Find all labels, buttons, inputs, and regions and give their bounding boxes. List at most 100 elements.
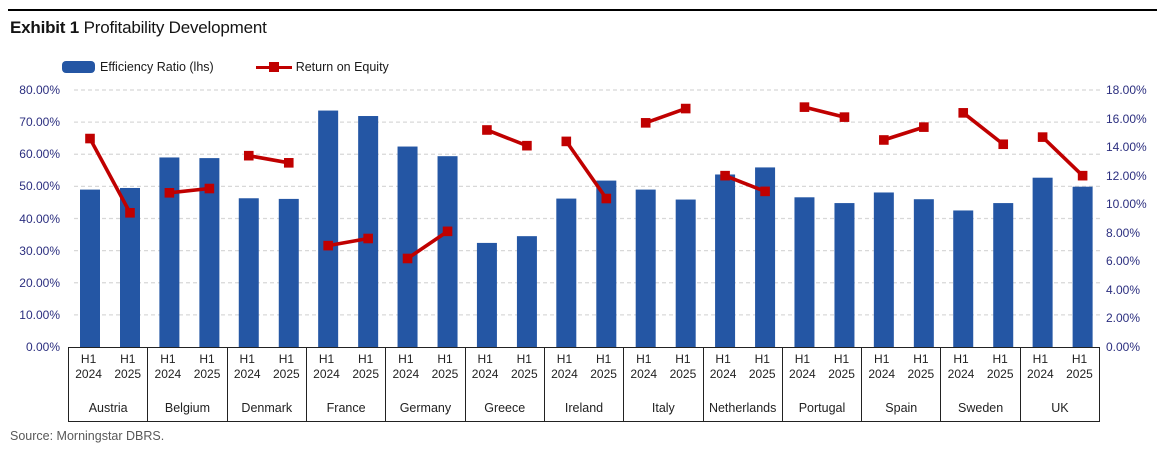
roe-marker — [402, 253, 413, 264]
top-divider-rule — [8, 9, 1157, 11]
efficiency-ratio-bar — [1032, 177, 1053, 347]
efficiency-ratio-bar — [159, 157, 180, 347]
roe-marker — [839, 112, 850, 122]
roe-marker — [998, 139, 1009, 150]
efficiency-ratio-bar — [993, 203, 1014, 347]
efficiency-ratio-bar — [278, 198, 299, 347]
exhibit-title: Profitability Development — [83, 18, 267, 37]
period-label: H1 2025 — [431, 352, 459, 381]
right-axis-tick-label: 4.00% — [1106, 282, 1141, 297]
period-label: H1 2025 — [114, 352, 142, 381]
legend-label: Return on Equity — [295, 60, 389, 74]
bar-swatch-icon — [62, 61, 95, 73]
legend-item-return-on-equity: Return on Equity — [255, 60, 389, 74]
roe-marker — [601, 193, 612, 204]
country-cell: H1 2024 H1 2025 Germany — [385, 348, 464, 421]
roe-marker — [680, 103, 691, 114]
period-label: H1 2024 — [471, 352, 499, 381]
roe-marker — [85, 133, 95, 144]
left-axis-tick-label: 70.00% — [19, 115, 60, 130]
roe-segment — [883, 125, 925, 142]
period-label: H1 2024 — [551, 352, 578, 381]
roe-segment — [88, 137, 132, 214]
efficiency-ratio-bar — [715, 174, 736, 347]
period-row: H1 2024 H1 2025 — [466, 352, 544, 382]
roe-marker — [879, 135, 889, 145]
right-axis-tick-label: 0.00% — [1106, 340, 1141, 354]
efficiency-ratio-bar — [675, 199, 696, 347]
period-label: H1 2025 — [748, 352, 776, 381]
left-axis-tick-label: 30.00% — [19, 243, 60, 258]
left-axis-tick-label: 10.00% — [19, 307, 60, 322]
efficiency-ratio-bar — [873, 192, 894, 347]
source-note: Source: Morningstar DBRS. — [10, 429, 165, 443]
country-label: Greece — [484, 401, 526, 415]
roe-segment — [327, 236, 369, 248]
roe-segment — [724, 173, 766, 194]
right-axis-tick-label: 8.00% — [1106, 225, 1141, 240]
efficiency-ratio-bar — [834, 203, 855, 347]
period-row: H1 2024 H1 2025 — [228, 352, 306, 382]
period-label: H1 2025 — [986, 352, 1014, 381]
roe-marker — [640, 118, 651, 128]
period-row: H1 2024 H1 2025 — [386, 352, 464, 382]
legend-item-efficiency-ratio: Efficiency Ratio (lhs) — [62, 60, 214, 74]
roe-marker — [164, 188, 175, 198]
roe-marker — [561, 136, 572, 147]
country-label: Netherlands — [708, 401, 777, 415]
period-label: H1 2024 — [709, 352, 737, 381]
right-axis-tick-label: 10.00% — [1106, 197, 1147, 212]
period-row: H1 2024 H1 2025 — [307, 352, 385, 382]
roe-marker — [243, 150, 254, 161]
period-row: H1 2024 H1 2025 — [704, 352, 782, 382]
country-label: Ireland — [564, 401, 604, 415]
right-axis-tick-label: 6.00% — [1106, 254, 1141, 269]
roe-marker — [363, 233, 373, 244]
country-label: Belgium — [164, 401, 211, 415]
period-label: H1 2025 — [352, 352, 380, 381]
roe-marker — [1037, 132, 1048, 142]
country-label: Austria — [88, 401, 128, 415]
period-label: H1 2025 — [1066, 352, 1093, 381]
left-axis-tick-label: 20.00% — [19, 275, 60, 290]
efficiency-ratio-bar — [318, 110, 339, 347]
period-label: H1 2024 — [75, 352, 102, 381]
period-row: H1 2024 H1 2025 — [148, 352, 226, 382]
country-cell: H1 2024 H1 2025 Belgium — [147, 348, 226, 421]
country-cell: H1 2024 H1 2025 Greece — [464, 348, 544, 421]
country-label: Italy — [651, 401, 675, 415]
roe-segment — [564, 140, 608, 200]
exhibit-label: Exhibit 1 — [10, 18, 80, 37]
period-label: H1 2025 — [193, 352, 221, 381]
roe-marker — [958, 108, 969, 118]
roe-marker — [442, 226, 453, 237]
efficiency-ratio-bar — [913, 199, 934, 347]
roe-marker — [522, 140, 532, 151]
period-label: H1 2024 — [1026, 352, 1054, 381]
period-row: H1 2024 H1 2025 — [862, 352, 940, 382]
legend-label: Efficiency Ratio (lhs) — [100, 60, 214, 74]
roe-segment — [169, 186, 210, 195]
period-label: H1 2024 — [154, 352, 182, 381]
efficiency-ratio-bar — [596, 180, 617, 347]
period-label: H1 2024 — [947, 352, 975, 381]
period-row: H1 2024 H1 2025 — [545, 352, 623, 382]
efficiency-ratio-bar — [238, 198, 259, 347]
roe-marker — [283, 158, 294, 168]
roe-segment — [248, 153, 290, 165]
x-axis-category-table: H1 2024 H1 2025 Austria H1 2024 H1 2025 Belgi… — [68, 347, 1101, 422]
roe-marker — [323, 240, 333, 251]
left-axis-tick-label: 60.00% — [19, 147, 60, 162]
roe-marker — [760, 186, 770, 197]
period-row: H1 2024 H1 2025 — [1021, 352, 1099, 382]
efficiency-ratio-bar — [476, 242, 497, 347]
period-label: H1 2024 — [868, 352, 896, 381]
left-axis-tick-label: 80.00% — [19, 83, 60, 97]
roe-marker — [204, 183, 215, 194]
country-cell: H1 2024 H1 2025 Denmark — [226, 348, 306, 421]
efficiency-ratio-bar — [556, 198, 577, 347]
period-row: H1 2024 H1 2025 — [624, 352, 702, 382]
left-axis-tick-label: 40.00% — [19, 211, 60, 226]
efficiency-ratio-bar — [199, 158, 220, 347]
